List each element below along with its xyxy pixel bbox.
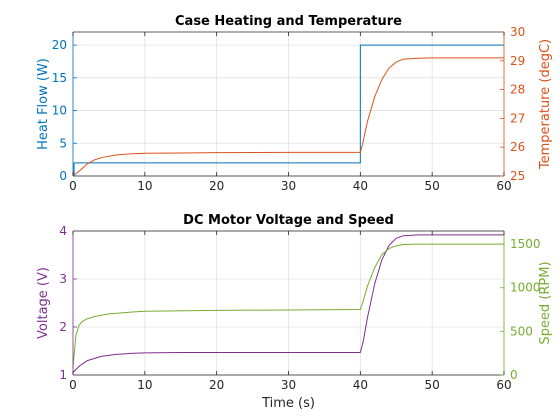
- x-tick-label: 40: [353, 378, 368, 392]
- x-tick-label: 10: [137, 378, 152, 392]
- x-tick-label: 10: [137, 179, 152, 193]
- y-axis-label-right: Speed (RPM): [538, 261, 553, 344]
- x-tick-label: 30: [281, 378, 296, 392]
- x-tick-label: 60: [496, 179, 511, 193]
- y-axis-label-right: Temperature (degC): [538, 39, 553, 170]
- y-tick-label-right: 29: [510, 54, 525, 68]
- y-tick-label-left: 10: [52, 104, 67, 118]
- x-tick-label: 60: [496, 378, 511, 392]
- x-tick-label: 20: [209, 179, 224, 193]
- y-tick-label-right: 1000: [510, 281, 541, 295]
- y-tick-label-left: 20: [52, 38, 67, 52]
- x-axis-label: Time (s): [261, 396, 315, 411]
- y-tick-label-right: 26: [510, 140, 525, 154]
- y-tick-label-right: 27: [510, 111, 525, 125]
- y-tick-label-right: 25: [510, 169, 525, 183]
- x-tick-label: 20: [209, 378, 224, 392]
- x-tick-label: 50: [425, 179, 440, 193]
- y-tick-label-right: 28: [510, 83, 525, 97]
- y-tick-label-left: 4: [59, 224, 67, 238]
- y-tick-label-left: 1: [59, 368, 67, 382]
- x-tick-label: 0: [69, 179, 77, 193]
- y-tick-label-left: 0: [59, 169, 67, 183]
- x-tick-label: 30: [281, 179, 296, 193]
- series-left-line: [72, 234, 504, 373]
- chart-title: DC Motor Voltage and Speed: [183, 213, 394, 228]
- chart-case-heating: 0 10 20 30 40 50 60 0 5 10 15 20 25 26 27 28 29 30 Case He…: [36, 14, 553, 193]
- series-right-line: [72, 57, 504, 177]
- x-tick-label: 50: [425, 378, 440, 392]
- y-tick-label-right: 0: [510, 368, 518, 382]
- y-tick-label-right: 500: [510, 324, 533, 338]
- y-tick-label-left: 2: [59, 320, 67, 334]
- chart-title: Case Heating and Temperature: [175, 14, 402, 29]
- y-tick-label-right: 30: [510, 25, 525, 39]
- y-axis-label-left: Voltage (V): [36, 267, 51, 339]
- x-tick-label: 0: [69, 378, 77, 392]
- y-tick-label-right: 1500: [510, 237, 541, 251]
- series-right-line: [72, 243, 504, 369]
- y-tick-label-left: 5: [59, 136, 67, 150]
- x-tick-label: 40: [353, 179, 368, 193]
- y-tick-label-left: 3: [59, 272, 67, 286]
- y-axis-label-left: Heat Flow (W): [36, 58, 51, 150]
- y-tick-label-left: 15: [52, 71, 67, 85]
